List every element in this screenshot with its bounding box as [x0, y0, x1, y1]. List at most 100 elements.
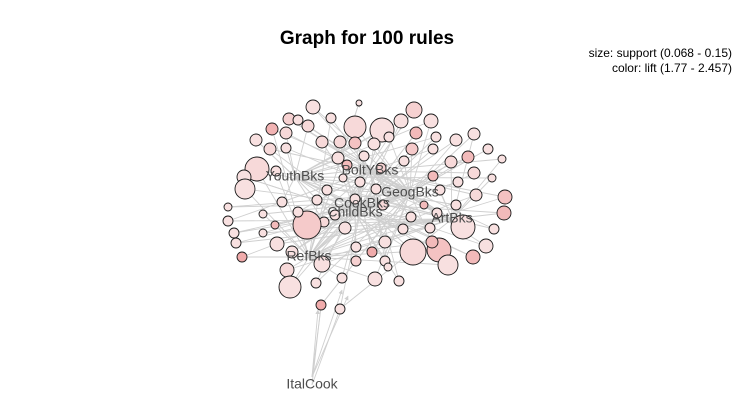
rule-edge — [294, 157, 339, 178]
rule-node — [343, 115, 367, 139]
rule-node — [310, 277, 322, 289]
rule-edge — [373, 143, 411, 194]
rule-node — [497, 154, 507, 164]
rule-node — [409, 126, 423, 140]
rule-node — [278, 275, 302, 299]
rule-edge — [369, 170, 477, 197]
rule-edge — [308, 256, 449, 268]
rule-edge — [294, 166, 382, 178]
rule-node — [423, 113, 439, 129]
rule-edge — [262, 213, 310, 258]
rule-node — [449, 133, 463, 147]
rule-node — [452, 176, 464, 188]
rule-edge — [326, 187, 411, 194]
rule-node — [427, 143, 439, 155]
rule-node — [265, 122, 279, 136]
rule-edge — [374, 192, 411, 280]
item-label-refbks: RefBks — [286, 248, 331, 264]
rule-edge — [308, 172, 475, 258]
rule-node — [444, 155, 458, 169]
rule-edge — [294, 125, 310, 178]
rule-edge — [369, 170, 431, 229]
rule-node — [269, 236, 285, 252]
rule-node — [333, 135, 347, 149]
rule-edge — [320, 192, 411, 306]
rule-nodes-layer — [222, 99, 513, 315]
rule-node — [425, 235, 439, 249]
rule-node — [358, 150, 370, 162]
rule-node — [399, 238, 427, 266]
rule-node — [313, 255, 331, 273]
rule-node — [383, 131, 395, 143]
rule-node — [367, 271, 383, 287]
rule-edge — [315, 192, 411, 284]
rule-node — [377, 199, 389, 211]
rule-node — [419, 200, 429, 210]
rule-edge — [409, 148, 489, 194]
rule-node — [393, 113, 409, 129]
rule-node — [354, 176, 366, 188]
rule-node — [434, 184, 446, 196]
rule-edge — [262, 203, 363, 216]
rule-edge — [353, 212, 359, 248]
rule-edge — [294, 163, 348, 178]
rule-node — [375, 162, 387, 174]
rule-node — [329, 209, 341, 221]
rule-node — [263, 142, 277, 156]
rule-node — [488, 223, 500, 235]
legend: size: support (0.068 - 0.15) color: lift… — [589, 46, 732, 76]
rule-node — [230, 237, 242, 249]
item-label-childbks: ChildBks — [327, 204, 382, 220]
rule-edge — [354, 212, 400, 282]
rule-node — [270, 165, 282, 177]
rule-node — [258, 228, 268, 238]
rule-node — [305, 99, 321, 115]
item-label-italcook: ItalCook — [286, 376, 338, 392]
rule-node — [292, 114, 304, 126]
rule-node — [321, 184, 333, 196]
item-label-youthbks: YouthBks — [266, 168, 325, 184]
rule-node — [270, 220, 280, 230]
rule-node — [355, 99, 363, 107]
rule-node — [349, 193, 361, 205]
rule-node — [315, 299, 327, 311]
rule-edge — [311, 308, 341, 386]
rule-node — [370, 183, 382, 195]
rule-node — [437, 254, 459, 276]
rule-edge — [334, 192, 411, 217]
rule-node — [478, 238, 494, 254]
rule-node — [334, 303, 346, 315]
rule-edge — [338, 203, 363, 310]
rule-node — [467, 166, 481, 180]
rule-edge — [409, 192, 433, 243]
rule-node — [350, 255, 362, 267]
rule-node — [405, 101, 423, 119]
rule-edge — [409, 139, 457, 194]
rule-node — [341, 159, 353, 171]
rule-edge — [294, 176, 440, 251]
rule-node — [292, 206, 304, 218]
rule-node — [398, 155, 410, 167]
rule-node — [367, 137, 381, 151]
rule-edge — [375, 187, 411, 194]
rule-node — [467, 127, 481, 141]
rule-node — [348, 136, 362, 150]
graph-title: Graph for 100 rules — [279, 28, 455, 49]
rule-edge — [255, 139, 296, 178]
rule-node — [249, 133, 263, 147]
rule-node — [496, 205, 512, 221]
rule-node — [424, 222, 436, 234]
rule-node — [311, 194, 323, 206]
rule-node — [234, 178, 256, 200]
rule-node — [378, 235, 392, 249]
rule-node — [482, 143, 494, 155]
rule-edge — [227, 203, 363, 210]
rule-node — [292, 210, 322, 240]
rule-edge — [354, 212, 431, 230]
rule-edge — [294, 176, 414, 253]
rule-node — [222, 215, 234, 227]
rule-node — [279, 262, 295, 278]
rule-edge — [308, 227, 346, 258]
rule-edge — [369, 170, 506, 199]
